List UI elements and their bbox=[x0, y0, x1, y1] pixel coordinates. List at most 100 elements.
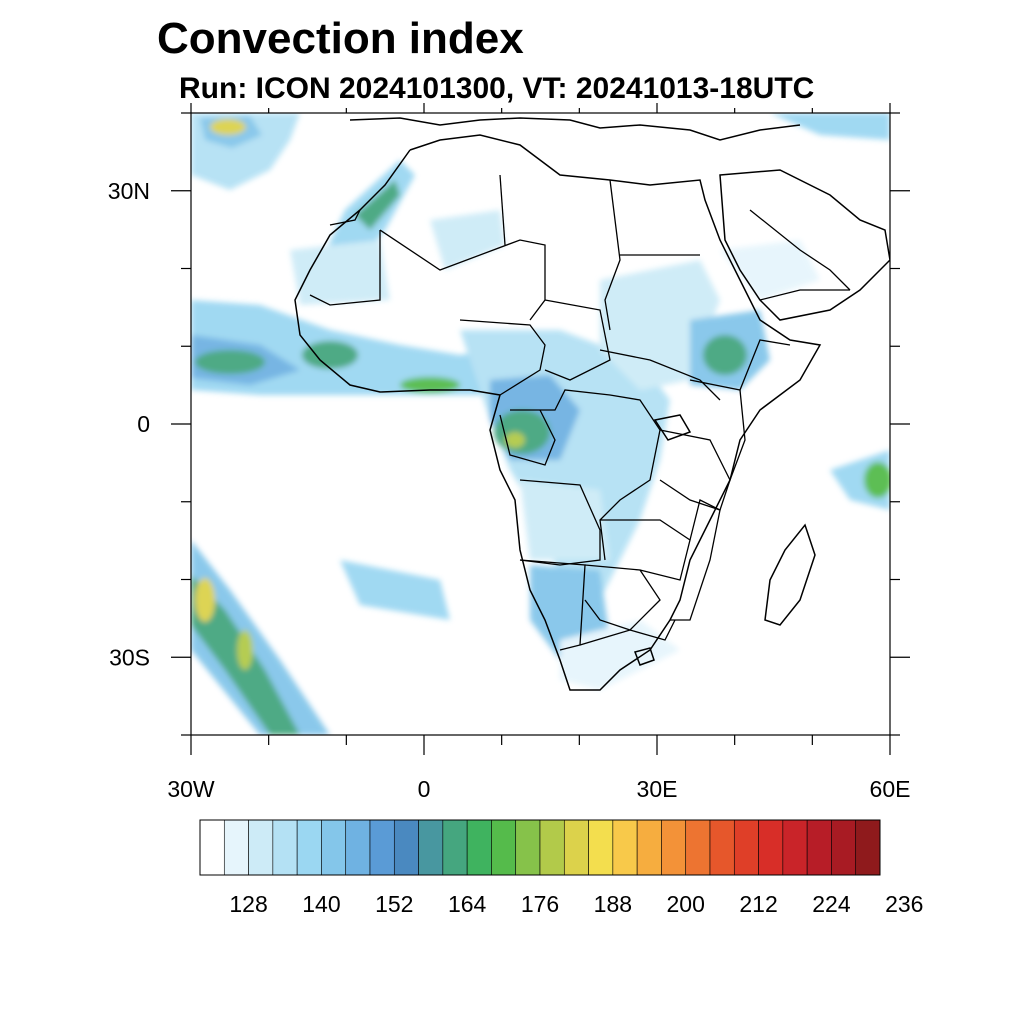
shade-sahara-1 bbox=[430, 210, 505, 270]
axis-ticks bbox=[171, 103, 910, 755]
colorbar-swatch bbox=[661, 819, 687, 876]
madagascar-coastline bbox=[764, 523, 816, 626]
colorbar-label: 128 bbox=[229, 891, 267, 917]
shade-sw-front bbox=[191, 540, 330, 735]
border-sahara-2 bbox=[499, 174, 506, 246]
colorbar-swatch bbox=[393, 819, 419, 876]
lesotho bbox=[634, 647, 655, 666]
border-angola bbox=[519, 479, 601, 566]
colorbar-swatch bbox=[588, 819, 614, 876]
chart-subtitle: Run: ICON 2024101300, VT: 20241013-18UTC bbox=[179, 72, 815, 105]
shade-south-africa bbox=[560, 620, 680, 690]
shade-congo-peak bbox=[494, 410, 550, 454]
shade-sahara-2 bbox=[290, 240, 390, 305]
border-namibia bbox=[519, 559, 586, 651]
colorbar-swatch bbox=[636, 819, 662, 876]
lon-tick-label: 30E bbox=[637, 776, 678, 802]
shade-north-atlantic-peak bbox=[210, 119, 246, 135]
border-ethiopia bbox=[689, 339, 791, 391]
border-chad-car bbox=[544, 299, 611, 381]
shade-morocco-core bbox=[355, 180, 400, 230]
colorbar-swatch bbox=[709, 819, 735, 876]
colorbar-swatch bbox=[612, 819, 638, 876]
lon-tick-label: 60E bbox=[870, 776, 911, 802]
colorbar-swatch bbox=[806, 819, 832, 876]
europe-coastline bbox=[349, 117, 801, 141]
shade-sw-front-peak-2 bbox=[237, 630, 253, 670]
shade-ne-corner bbox=[770, 113, 890, 140]
colorbar-swatch bbox=[758, 819, 784, 876]
colorbar-label: 164 bbox=[448, 891, 487, 917]
colorbar-swatch bbox=[223, 819, 249, 876]
shade-south-atlantic-mid bbox=[340, 560, 450, 620]
colorbar-swatch bbox=[685, 819, 711, 876]
axis-tick-labels: 30W 0 30E 60E 30N 0 30S bbox=[108, 178, 911, 802]
colorbar: 128 140 152 164 176 188 200 212 224 236 bbox=[199, 819, 923, 917]
shade-atlantic-itcz-core bbox=[195, 350, 265, 374]
arabia-coastline bbox=[719, 169, 890, 321]
border-mozambique bbox=[670, 499, 721, 621]
border-sahara-1 bbox=[379, 229, 546, 321]
border-yemen bbox=[759, 289, 850, 301]
shade-ghana-coast bbox=[400, 377, 460, 393]
colorbar-swatch bbox=[321, 819, 347, 876]
colorbar-label: 224 bbox=[812, 891, 851, 917]
border-mauritania bbox=[329, 209, 361, 226]
colorbar-swatch bbox=[369, 819, 395, 876]
colorbar-swatch bbox=[782, 819, 808, 876]
shade-sw-front-peak bbox=[195, 578, 215, 622]
border-nigeria bbox=[459, 319, 546, 396]
shade-guinea-coast bbox=[302, 341, 358, 369]
border-sudan-ss bbox=[599, 349, 721, 401]
border-kenya-somalia bbox=[729, 389, 746, 481]
colorbar-swatch bbox=[539, 819, 565, 876]
border-tanzania bbox=[659, 429, 731, 511]
lon-tick-label: 0 bbox=[418, 776, 431, 802]
colorbar-outline bbox=[199, 819, 881, 876]
lake-victoria bbox=[653, 414, 692, 441]
colorbar-label: 152 bbox=[375, 891, 413, 917]
colorbar-swatch bbox=[466, 819, 492, 876]
africa-coastline bbox=[294, 134, 822, 691]
convection-shading bbox=[191, 113, 890, 735]
colorbar-label: 236 bbox=[885, 891, 923, 917]
lat-tick-label: 30N bbox=[108, 178, 150, 204]
colorbar-swatch bbox=[345, 819, 371, 876]
colorbar-label: 140 bbox=[302, 891, 340, 917]
colorbar-label: 188 bbox=[594, 891, 632, 917]
shade-congo-peak-2 bbox=[505, 432, 525, 448]
colorbar-swatch bbox=[418, 819, 444, 876]
shade-arabia bbox=[720, 240, 820, 300]
colorbar-swatch bbox=[563, 819, 589, 876]
lat-tick-label: 30S bbox=[109, 644, 150, 670]
lon-tick-label: 30W bbox=[167, 776, 215, 802]
shade-angola bbox=[520, 480, 610, 560]
colorbar-label: 212 bbox=[739, 891, 777, 917]
border-south-africa bbox=[579, 619, 676, 646]
colorbar-swatch bbox=[855, 819, 881, 876]
lat-tick-label: 0 bbox=[137, 411, 150, 437]
colorbar-swatch bbox=[515, 819, 541, 876]
colorbar-swatch bbox=[296, 819, 322, 876]
border-sahara-3 bbox=[604, 179, 621, 331]
coastlines bbox=[294, 117, 890, 691]
border-saudi bbox=[749, 209, 851, 291]
country-borders bbox=[309, 174, 851, 651]
border-gabon bbox=[499, 409, 556, 466]
border-mali bbox=[309, 230, 381, 306]
border-botswana bbox=[584, 564, 661, 631]
shade-ethiopia-core bbox=[703, 335, 747, 375]
colorbar-label: 176 bbox=[521, 891, 559, 917]
border-congo bbox=[510, 389, 661, 561]
colorbar-swatch bbox=[199, 819, 225, 876]
colorbar-swatch bbox=[733, 819, 759, 876]
colorbar-label: 200 bbox=[667, 891, 705, 917]
colorbar-swatch bbox=[248, 819, 274, 876]
chart-title: Convection index bbox=[157, 14, 524, 63]
colorbar-swatch bbox=[272, 819, 298, 876]
shade-indian-ocean-core bbox=[864, 462, 890, 498]
colorbar-swatch bbox=[491, 819, 517, 876]
colorbar-swatch bbox=[831, 819, 857, 876]
colorbar-swatch bbox=[442, 819, 468, 876]
